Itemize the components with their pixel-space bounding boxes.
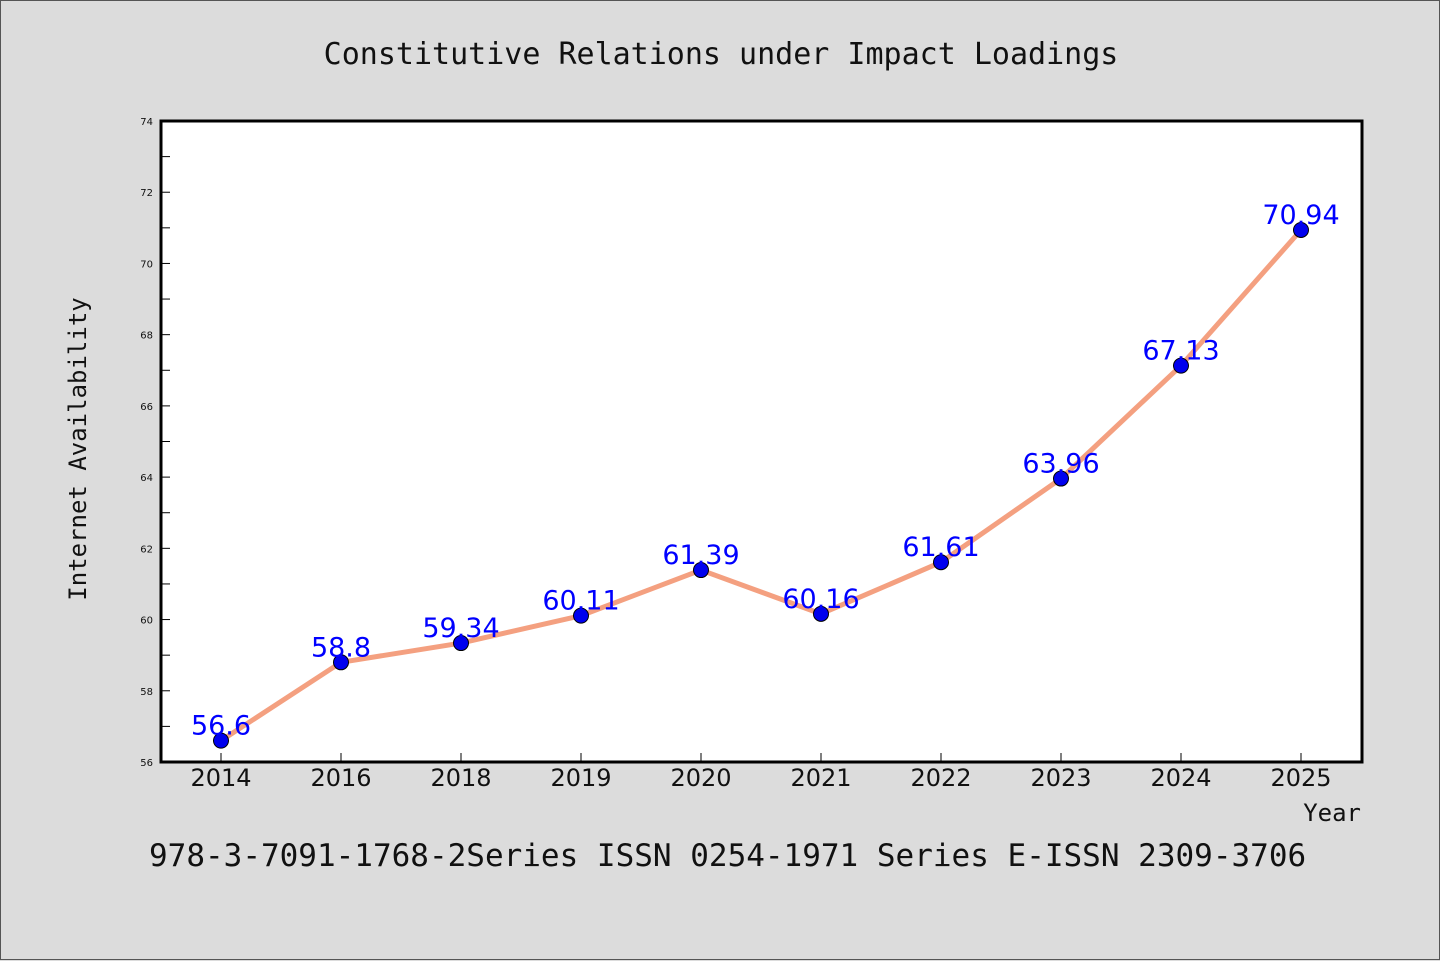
y-tick-label: 62 bbox=[140, 544, 153, 555]
series-group: 56.6 58.8 59.34 60.11 61.39 60.16 61.61 63.96 67… bbox=[191, 200, 1340, 749]
data-label: 60.11 bbox=[542, 586, 619, 617]
x-tick-label: 2016 bbox=[310, 764, 371, 792]
data-point bbox=[453, 635, 469, 652]
y-tick-label: 70 bbox=[140, 259, 153, 270]
data-point bbox=[333, 654, 349, 671]
x-axis-ticks: 2014 2016 2018 2019 2020 2021 2022 2023 2024 2025 bbox=[190, 753, 1332, 792]
x-tick-label: 2025 bbox=[1270, 764, 1331, 792]
y-tick-label: 68 bbox=[140, 331, 153, 342]
data-point bbox=[933, 554, 949, 571]
y-tick-label: 72 bbox=[140, 188, 153, 199]
y-axis-ticks: 56 58 60 62 64 66 68 70 72 74 bbox=[140, 117, 170, 769]
x-tick-label: 2023 bbox=[1030, 764, 1091, 792]
footer-text: 978-3-7091-1768-2Series ISSN 0254-1971 S… bbox=[149, 838, 1306, 874]
y-tick-label: 64 bbox=[140, 473, 153, 484]
x-axis-label: Year bbox=[1303, 799, 1361, 827]
data-point bbox=[813, 605, 829, 622]
data-label: 56.6 bbox=[191, 711, 251, 742]
data-point bbox=[1293, 221, 1309, 238]
data-label: 70.94 bbox=[1262, 200, 1339, 231]
data-label: 61.39 bbox=[662, 540, 739, 571]
data-label: 58.8 bbox=[311, 632, 371, 663]
data-label: 61.61 bbox=[902, 532, 979, 563]
series-line bbox=[218, 227, 1304, 744]
x-tick-label: 2024 bbox=[1150, 764, 1211, 792]
x-tick-label: 2018 bbox=[430, 764, 491, 792]
x-tick-label: 2020 bbox=[670, 764, 731, 792]
y-tick-label: 56 bbox=[140, 758, 153, 769]
y-tick-label: 74 bbox=[140, 117, 153, 128]
x-tick-label: 2019 bbox=[550, 764, 611, 792]
data-point bbox=[573, 607, 589, 624]
data-label: 59.34 bbox=[422, 613, 499, 644]
plot-area bbox=[159, 119, 1364, 764]
chart-title: Constitutive Relations under Impact Load… bbox=[324, 37, 1119, 72]
data-point bbox=[1173, 357, 1189, 374]
data-point bbox=[213, 732, 229, 749]
data-point bbox=[693, 562, 709, 579]
data-label: 60.16 bbox=[782, 584, 859, 615]
y-tick-label: 66 bbox=[140, 402, 153, 413]
y-axis-label: Internet Availability bbox=[64, 297, 92, 600]
y-tick-label: 60 bbox=[140, 616, 153, 627]
x-tick-label: 2022 bbox=[910, 764, 971, 792]
x-tick-label: 2021 bbox=[790, 764, 851, 792]
data-point bbox=[1053, 470, 1069, 487]
data-label: 63.96 bbox=[1022, 449, 1099, 480]
y-tick-label: 58 bbox=[140, 687, 153, 698]
data-label: 67.13 bbox=[1142, 336, 1219, 367]
x-tick-label: 2014 bbox=[190, 764, 251, 792]
